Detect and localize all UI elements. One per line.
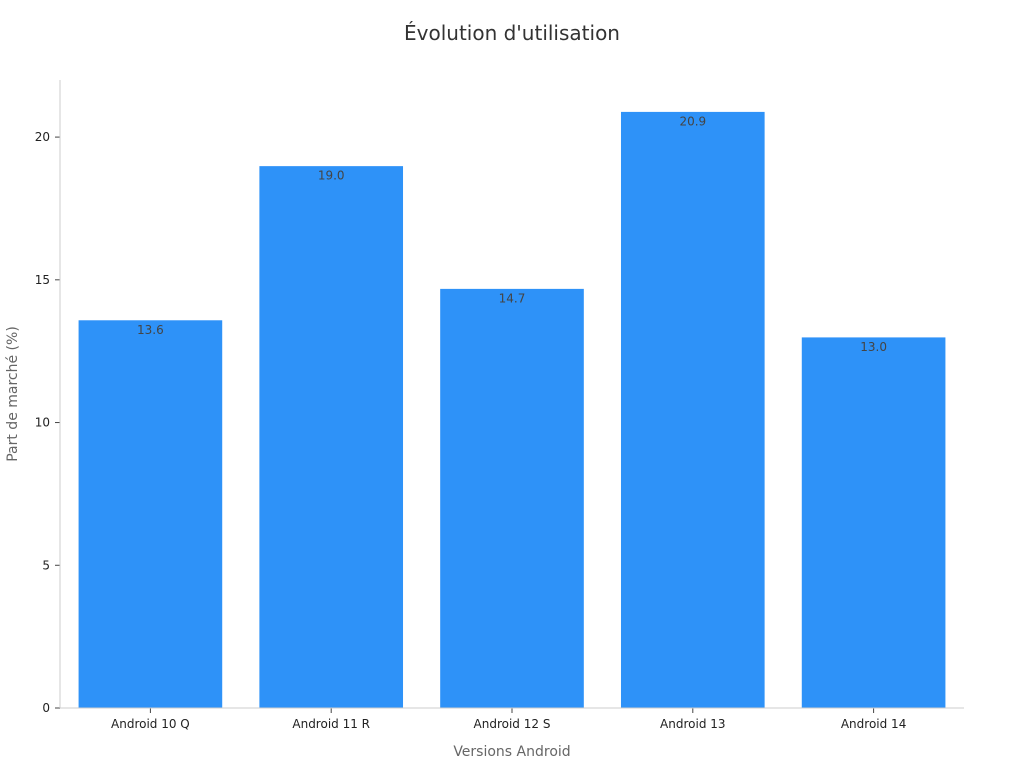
x-tick-label-4: Android 13 <box>660 717 725 731</box>
y-tick-label-4: 20 <box>35 130 50 144</box>
bar-5 <box>800 336 947 709</box>
x-axis-ticks: Android 10 Q Android 11 R Android 12 S Andr… <box>111 708 906 731</box>
bar-4 <box>619 110 766 709</box>
data-label-4: 20.9 <box>679 114 706 128</box>
x-tick-label-2: Android 11 R <box>292 717 370 731</box>
y-tick-label-3: 15 <box>35 273 50 287</box>
data-label-3: 14.7 <box>499 291 526 305</box>
x-tick-label-1: Android 10 Q <box>111 717 190 731</box>
data-label-5: 13.0 <box>860 340 887 354</box>
y-axis-title: Part de marché (%) <box>5 326 21 462</box>
data-label-2: 19.0 <box>318 169 345 183</box>
x-axis-title: Versions Android <box>453 744 570 760</box>
y-tick-label-2: 10 <box>35 416 50 430</box>
y-tick-label-1: 5 <box>42 558 50 572</box>
data-label-1: 13.6 <box>137 323 164 337</box>
bars-group: 13.6 19.0 14.7 20.9 13.0 <box>77 110 947 709</box>
bar-1 <box>77 319 224 709</box>
x-tick-label-5: Android 14 <box>841 717 906 731</box>
y-axis-ticks: 0 5 10 15 20 <box>35 130 60 715</box>
bar-2 <box>258 165 405 709</box>
x-tick-label-3: Android 12 S <box>474 717 551 731</box>
bar-3 <box>439 287 585 709</box>
chart-title: Évolution d'utilisation <box>404 21 620 45</box>
y-tick-label-0: 0 <box>42 701 50 715</box>
